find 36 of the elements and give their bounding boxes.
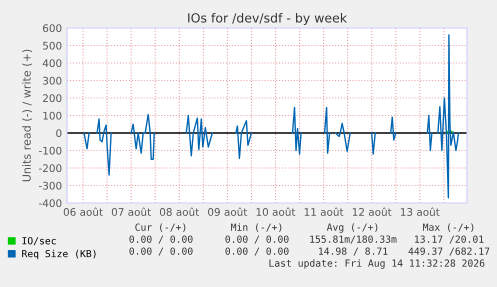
text: 13.17 /20.01 <box>415 235 484 244</box>
x-tick-label: 09 août <box>208 207 248 216</box>
text: 0.00 / 0.00 <box>225 247 289 256</box>
y-tick-label: 200 <box>43 94 62 102</box>
y-tick-label: 400 <box>42 59 62 68</box>
x-tick-label: 13 août <box>400 207 440 216</box>
text: Cur (-/+) <box>135 223 186 232</box>
text: 14.98 / 8.71 <box>319 247 388 256</box>
legend-label: IO/sec <box>22 237 56 246</box>
text: 155.81m/180.33m <box>310 235 396 244</box>
y-tick-label: -400 <box>39 199 62 208</box>
text: Min (-/+) <box>231 223 282 232</box>
text: 0.00 / 0.00 <box>129 235 193 244</box>
text: 449.37 /682.17 <box>408 247 490 256</box>
y-tick-label: 600 <box>42 24 62 32</box>
x-tick-label: 12 août <box>352 207 392 216</box>
y-tick-label: -200 <box>39 164 62 172</box>
legend-label: Req Size (KB) <box>22 250 96 260</box>
y-tick-label: 0 <box>56 129 62 138</box>
x-tick-label: 07 août <box>112 207 151 216</box>
text: 0.00 / 0.00 <box>129 247 193 256</box>
y-tick-label: -300 <box>39 182 62 190</box>
x-tick-label: 10 août <box>256 207 296 216</box>
x-tick-label: 08 août <box>160 207 200 216</box>
y-tick-label: 500 <box>43 42 62 50</box>
y-tick-label: 100 <box>43 112 62 120</box>
text: 0.00 / 0.00 <box>225 235 289 244</box>
chart-title: IOs for /dev/sdf - by week <box>188 12 347 26</box>
text: Last update: Fri Aug 14 11:32:28 2026 <box>269 259 484 269</box>
x-tick-label: 06 août <box>64 207 103 216</box>
y-tick-label: 300 <box>43 76 62 85</box>
y-tick-label: -100 <box>39 146 62 155</box>
x-tick-label: 11 août <box>304 207 344 216</box>
text: Avg (-/+) <box>326 223 378 233</box>
text: Max (-/+) <box>423 223 474 232</box>
y-axis-title: Units read (-) / write (+) <box>22 50 32 182</box>
